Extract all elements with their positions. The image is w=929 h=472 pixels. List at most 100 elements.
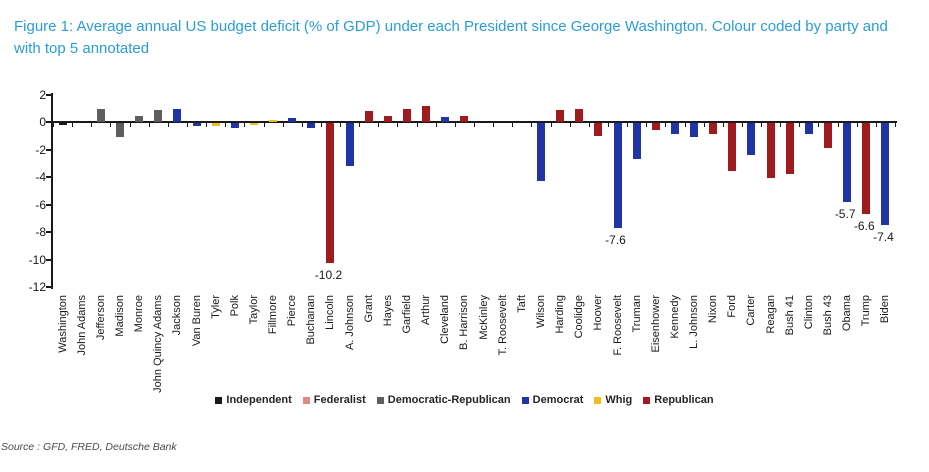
bar-arthur [422,105,431,123]
bar-cleveland [441,116,450,123]
y-axis-tick-label: -10 [28,252,46,267]
bar-f-roosevelt [613,123,622,228]
bar-john-quincy-adams [154,110,163,123]
bar-a-johnson [345,123,354,166]
bar-obama [843,123,852,202]
x-label-clinton: Clinton [802,295,815,330]
legend-item-whig: Whig [594,394,632,406]
bar-washington [58,123,67,126]
x-label-carter: Carter [745,295,758,326]
legend-item-federalist: Federalist [302,394,366,406]
legend-label-republican: Republican [654,394,714,406]
annotation-obama: -5.7 [834,206,856,221]
bar-hayes [383,115,392,123]
x-label-buchanan: Buchanan [305,295,318,345]
legend-item-independent: Independent [215,394,292,406]
x-axis-tick-mark [397,123,399,128]
legend-swatch-republican [643,396,651,404]
bar-polk [230,123,239,128]
x-axis-tick-mark [225,123,227,128]
bar-clinton [804,123,813,135]
x-label-hoover: Hoover [592,295,605,331]
x-axis-tick-mark [282,123,284,128]
x-axis-tick-mark [206,123,208,128]
x-axis-tick-mark [359,123,361,128]
annotation-lincoln: -10.2 [314,268,343,283]
y-axis-tick-label: 2 [39,88,46,102]
x-axis-tick-mark [722,123,724,128]
x-axis-tick-mark [244,123,246,128]
x-axis-tick-mark [416,123,418,128]
x-label-fillmore: Fillmore [267,295,280,335]
x-axis-tick-mark [646,123,648,128]
bar-nixon [709,123,718,135]
x-axis-tick-mark [148,123,150,128]
legend: Independent Federalist Democratic-Republic… [0,394,929,406]
source-note: Source : GFD, FRED, Deutsche Bank [1,441,177,453]
x-axis-tick-mark [167,123,169,128]
bar-fillmore [269,119,278,123]
legend-label-federalist: Federalist [313,394,366,406]
bar-l-johnson [690,123,699,138]
x-axis-tick-mark [129,123,131,128]
bar-carter [747,123,756,155]
legend-item-democratic-republican: Democratic-Republican [376,394,511,406]
x-label-tyler: Tyler [209,295,222,319]
x-label-pierce: Pierce [286,295,299,327]
bar-pierce [288,118,297,123]
x-label-grant: Grant [362,295,375,323]
y-axis-tick-label: 0 [39,115,46,130]
y-axis-tick-label: -8 [35,225,46,240]
y-axis-tick-mark [46,231,51,234]
x-label-lincoln: Lincoln [324,295,337,330]
legend-label-democrat: Democrat [532,394,584,406]
bar-kennedy [670,123,679,135]
bar-b-harrison [460,115,469,123]
x-label-truman: Truman [630,295,643,333]
x-label-wilson: Wilson [534,295,547,329]
x-axis-tick-mark [665,123,667,128]
x-label-harding: Harding [554,295,567,334]
x-label-cleveland: Cleveland [439,295,452,344]
legend-item-democrat: Democrat [521,394,584,406]
bar-reagan [766,123,775,179]
x-axis-tick-mark [780,123,782,128]
x-label-reagan: Reagan [764,295,777,334]
annotation-f-roosevelt: -7.6 [605,232,626,247]
x-axis-tick-mark [837,123,839,128]
bar-wilson [536,123,545,182]
x-label-jackson: Jackson [171,295,184,336]
x-axis-tick-mark [91,123,93,128]
bar-buchanan [307,123,316,128]
x-label-van-buren: Van Buren [190,295,203,347]
bar-taylor [249,123,258,126]
legend-swatch-federalist [302,396,310,404]
x-axis-tick-mark [569,123,571,128]
x-label-taylor: Taylor [247,295,260,325]
x-axis-tick-mark [512,123,514,128]
legend-label-whig: Whig [605,394,633,406]
x-label-mckinley: McKinley [477,295,490,340]
bar-madison [115,123,124,138]
x-axis-tick-mark [895,123,896,128]
y-axis-tick-mark [46,176,51,179]
x-axis-tick-mark [627,123,629,128]
bar-jackson [173,108,182,123]
x-label-polk: Polk [228,295,241,317]
x-label-washington: Washington [56,295,69,353]
x-label-b-harrison: B. Harrison [458,295,471,351]
legend-swatch-independent [215,396,223,404]
x-label-bush-43: Bush 43 [822,295,835,336]
y-axis-tick-label: -2 [35,142,46,157]
bar-bush-41 [785,123,794,175]
x-axis-tick-mark [110,123,112,128]
x-label-t-roosevelt: T. Roosevelt [496,295,509,356]
bar-van-buren [192,123,201,127]
x-axis-tick-mark [684,123,686,128]
x-label-garfield: Garfield [401,295,414,334]
bar-tyler [211,123,220,127]
bar-hoover [594,123,603,136]
bar-grant [364,111,373,123]
